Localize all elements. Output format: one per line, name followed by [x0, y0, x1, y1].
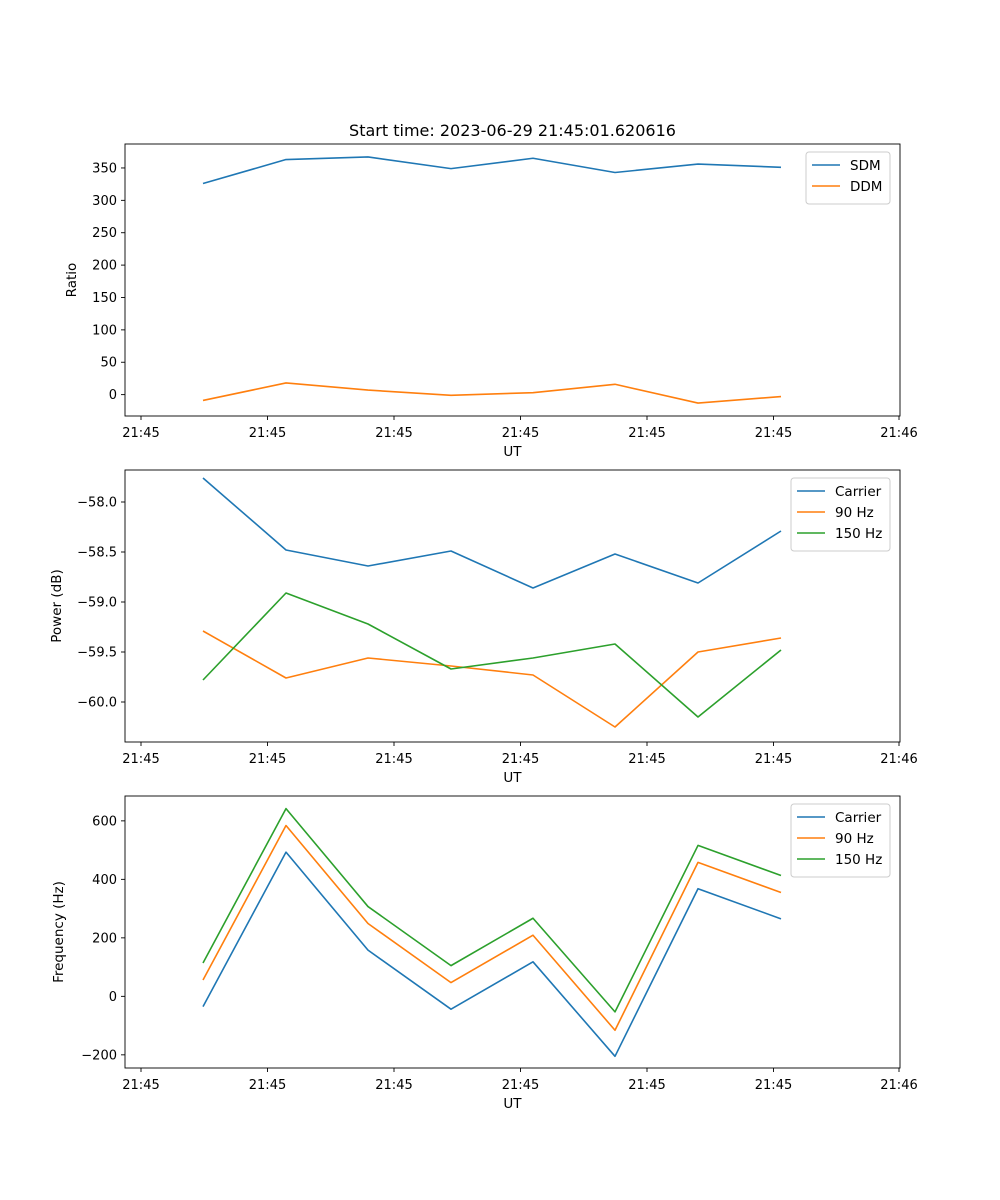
legend-label: SDM: [850, 158, 881, 174]
x-tick-label: 21:45: [628, 752, 665, 767]
panel-1: 21:45 21:45 21:45 21:45 21:45 21:45 21:46 UT 0 50…: [64, 143, 918, 460]
x-axis-label: UT: [503, 444, 522, 460]
legend-label: 90 Hz: [835, 831, 874, 847]
y-axis-label: Power (dB): [49, 569, 65, 642]
x-tick-label: 21:45: [755, 752, 792, 767]
x-tick-label: 21:45: [755, 426, 792, 441]
panel-2: 21:45 21:45 21:45 21:45 21:45 21:45 21:46 UT −60…: [49, 469, 918, 786]
x-tick-label: 21:46: [880, 426, 917, 441]
legend-label: 150 Hz: [835, 852, 882, 868]
x-tick-label: 21:45: [628, 1078, 665, 1093]
legend: Carrier 90 Hz 150 Hz: [790, 803, 891, 878]
y-tick-label: 100: [92, 323, 117, 338]
axes-frame: [124, 469, 901, 743]
x-tick-label: 21:45: [375, 426, 412, 441]
y-tick-label: 250: [92, 226, 117, 241]
x-tick-label: 21:45: [122, 1078, 159, 1093]
x-tick-label: 21:45: [122, 426, 159, 441]
y-tick-label: 50: [100, 356, 117, 371]
x-tick-label: 21:45: [249, 426, 286, 441]
series-line-90-hz: [202, 824, 782, 1032]
x-tick-label: 21:45: [122, 752, 159, 767]
x-tick-label: 21:45: [249, 752, 286, 767]
legend: Carrier 90 Hz 150 Hz: [790, 477, 891, 552]
y-tick-label: 150: [92, 291, 117, 306]
y-tick-label: −59.5: [77, 646, 117, 661]
y-tick-label: 0: [109, 388, 117, 403]
panels: 21:45 21:45 21:45 21:45 21:45 21:45 21:46 UT 0 50…: [49, 143, 918, 1112]
y-tick-label: −200: [81, 1048, 117, 1063]
legend-label: DDM: [850, 179, 882, 195]
x-tick-label: 21:46: [880, 752, 917, 767]
y-tick-label: 300: [92, 194, 117, 209]
series-line-ddm: [202, 382, 782, 404]
x-tick-label: 21:45: [375, 1078, 412, 1093]
axes-frame: [124, 795, 901, 1069]
panel-3: 21:45 21:45 21:45 21:45 21:45 21:45 21:46 UT −20…: [51, 795, 918, 1112]
legend: SDM DDM: [805, 151, 891, 205]
y-tick-label: −59.0: [77, 596, 117, 611]
x-tick-label: 21:45: [375, 752, 412, 767]
x-tick-label: 21:45: [249, 1078, 286, 1093]
y-tick-label: 350: [92, 161, 117, 176]
x-tick-label: 21:45: [502, 1078, 539, 1093]
series-line-carrier: [202, 477, 782, 589]
series-line-150-hz: [202, 592, 782, 718]
y-tick-label: 400: [92, 873, 117, 888]
x-axis-label: UT: [503, 770, 522, 786]
legend-label: Carrier: [835, 810, 882, 826]
x-tick-label: 21:45: [502, 426, 539, 441]
x-tick-label: 21:45: [628, 426, 665, 441]
series-line-carrier: [202, 851, 782, 1058]
y-tick-label: 600: [92, 814, 117, 829]
legend-label: 90 Hz: [835, 505, 874, 521]
legend-label: Carrier: [835, 484, 882, 500]
x-tick-label: 21:45: [755, 1078, 792, 1093]
series-line-sdm: [202, 156, 782, 185]
axes-frame: [124, 143, 901, 417]
legend-label: 150 Hz: [835, 526, 882, 542]
x-tick-label: 21:45: [502, 752, 539, 767]
y-axis-label: Ratio: [64, 263, 80, 298]
y-tick-label: 200: [92, 259, 117, 274]
series-line-150-hz: [202, 807, 782, 1013]
y-tick-label: −58.5: [77, 546, 117, 561]
y-tick-label: −58.0: [77, 496, 117, 511]
y-tick-label: −60.0: [77, 696, 117, 711]
y-tick-label: 200: [92, 931, 117, 946]
x-axis-label: UT: [503, 1096, 522, 1112]
figure-title: Start time: 2023-06-29 21:45:01.620616: [349, 121, 676, 140]
series-line-90-hz: [202, 630, 782, 728]
x-tick-label: 21:46: [880, 1078, 917, 1093]
y-tick-label: 0: [109, 990, 117, 1005]
y-axis-label: Frequency (Hz): [51, 881, 67, 983]
